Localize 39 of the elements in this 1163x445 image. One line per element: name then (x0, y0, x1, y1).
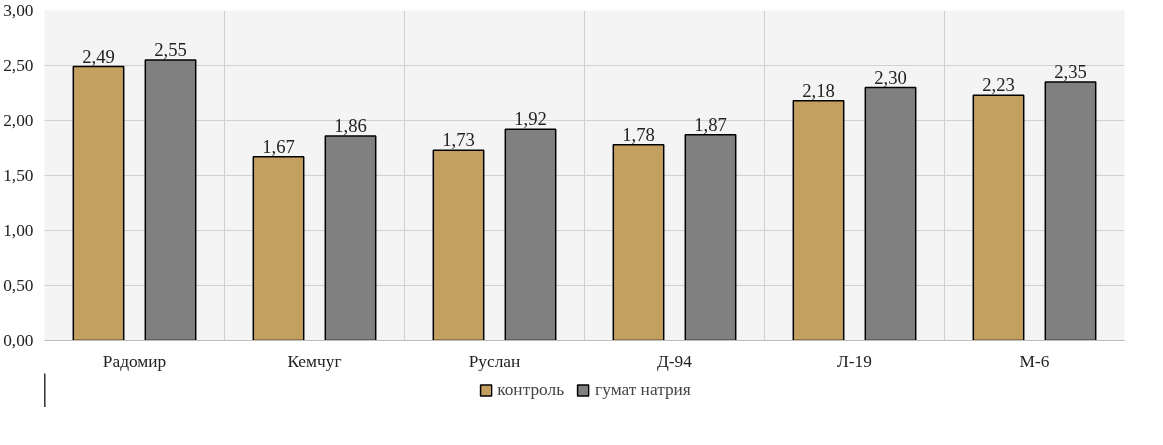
bar (72, 65, 125, 341)
y-tick-label: 2,50 (3, 56, 34, 75)
bar (972, 94, 1025, 341)
data-label: 2,55 (154, 39, 187, 60)
data-label: 1,67 (262, 135, 295, 157)
data-label: 2,49 (82, 45, 115, 67)
data-label: 1,86 (334, 114, 367, 136)
bar (324, 135, 377, 341)
bar (792, 99, 845, 341)
bar (1044, 81, 1097, 341)
x-tick-label: Руслан (468, 351, 521, 371)
y-tick-label: 3,00 (3, 1, 34, 20)
legend-label: гумат натрия (595, 380, 691, 400)
data-label: 1,78 (622, 123, 655, 145)
bar (144, 59, 197, 341)
x-tick-label: М-6 (1019, 351, 1050, 371)
bar (684, 134, 737, 341)
data-label: 2,23 (982, 74, 1015, 96)
data-label: 2,30 (874, 66, 907, 88)
bar (252, 156, 305, 341)
legend-label: контроль (497, 380, 565, 400)
x-tick-label: Радомир (102, 351, 167, 371)
bar (504, 128, 557, 341)
y-tick-label: 0,00 (3, 331, 34, 350)
x-tick-label: Д-94 (657, 351, 693, 371)
bar (432, 149, 485, 341)
y-tick-label: 1,00 (3, 221, 34, 240)
data-label: 2,18 (802, 79, 835, 101)
x-tick-label: Л-19 (837, 351, 872, 371)
data-label: 1,92 (514, 108, 547, 130)
bar (864, 86, 917, 341)
x-tick-label: Кемчуг (287, 351, 342, 371)
y-tick-label: 1,50 (3, 166, 34, 185)
y-tick-label: 2,00 (3, 111, 34, 130)
y-tick-label: 0,50 (3, 276, 34, 295)
data-label: 2,35 (1054, 61, 1087, 82)
data-label: 1,87 (694, 113, 727, 135)
bar (612, 143, 665, 341)
data-label: 1,73 (442, 129, 475, 151)
